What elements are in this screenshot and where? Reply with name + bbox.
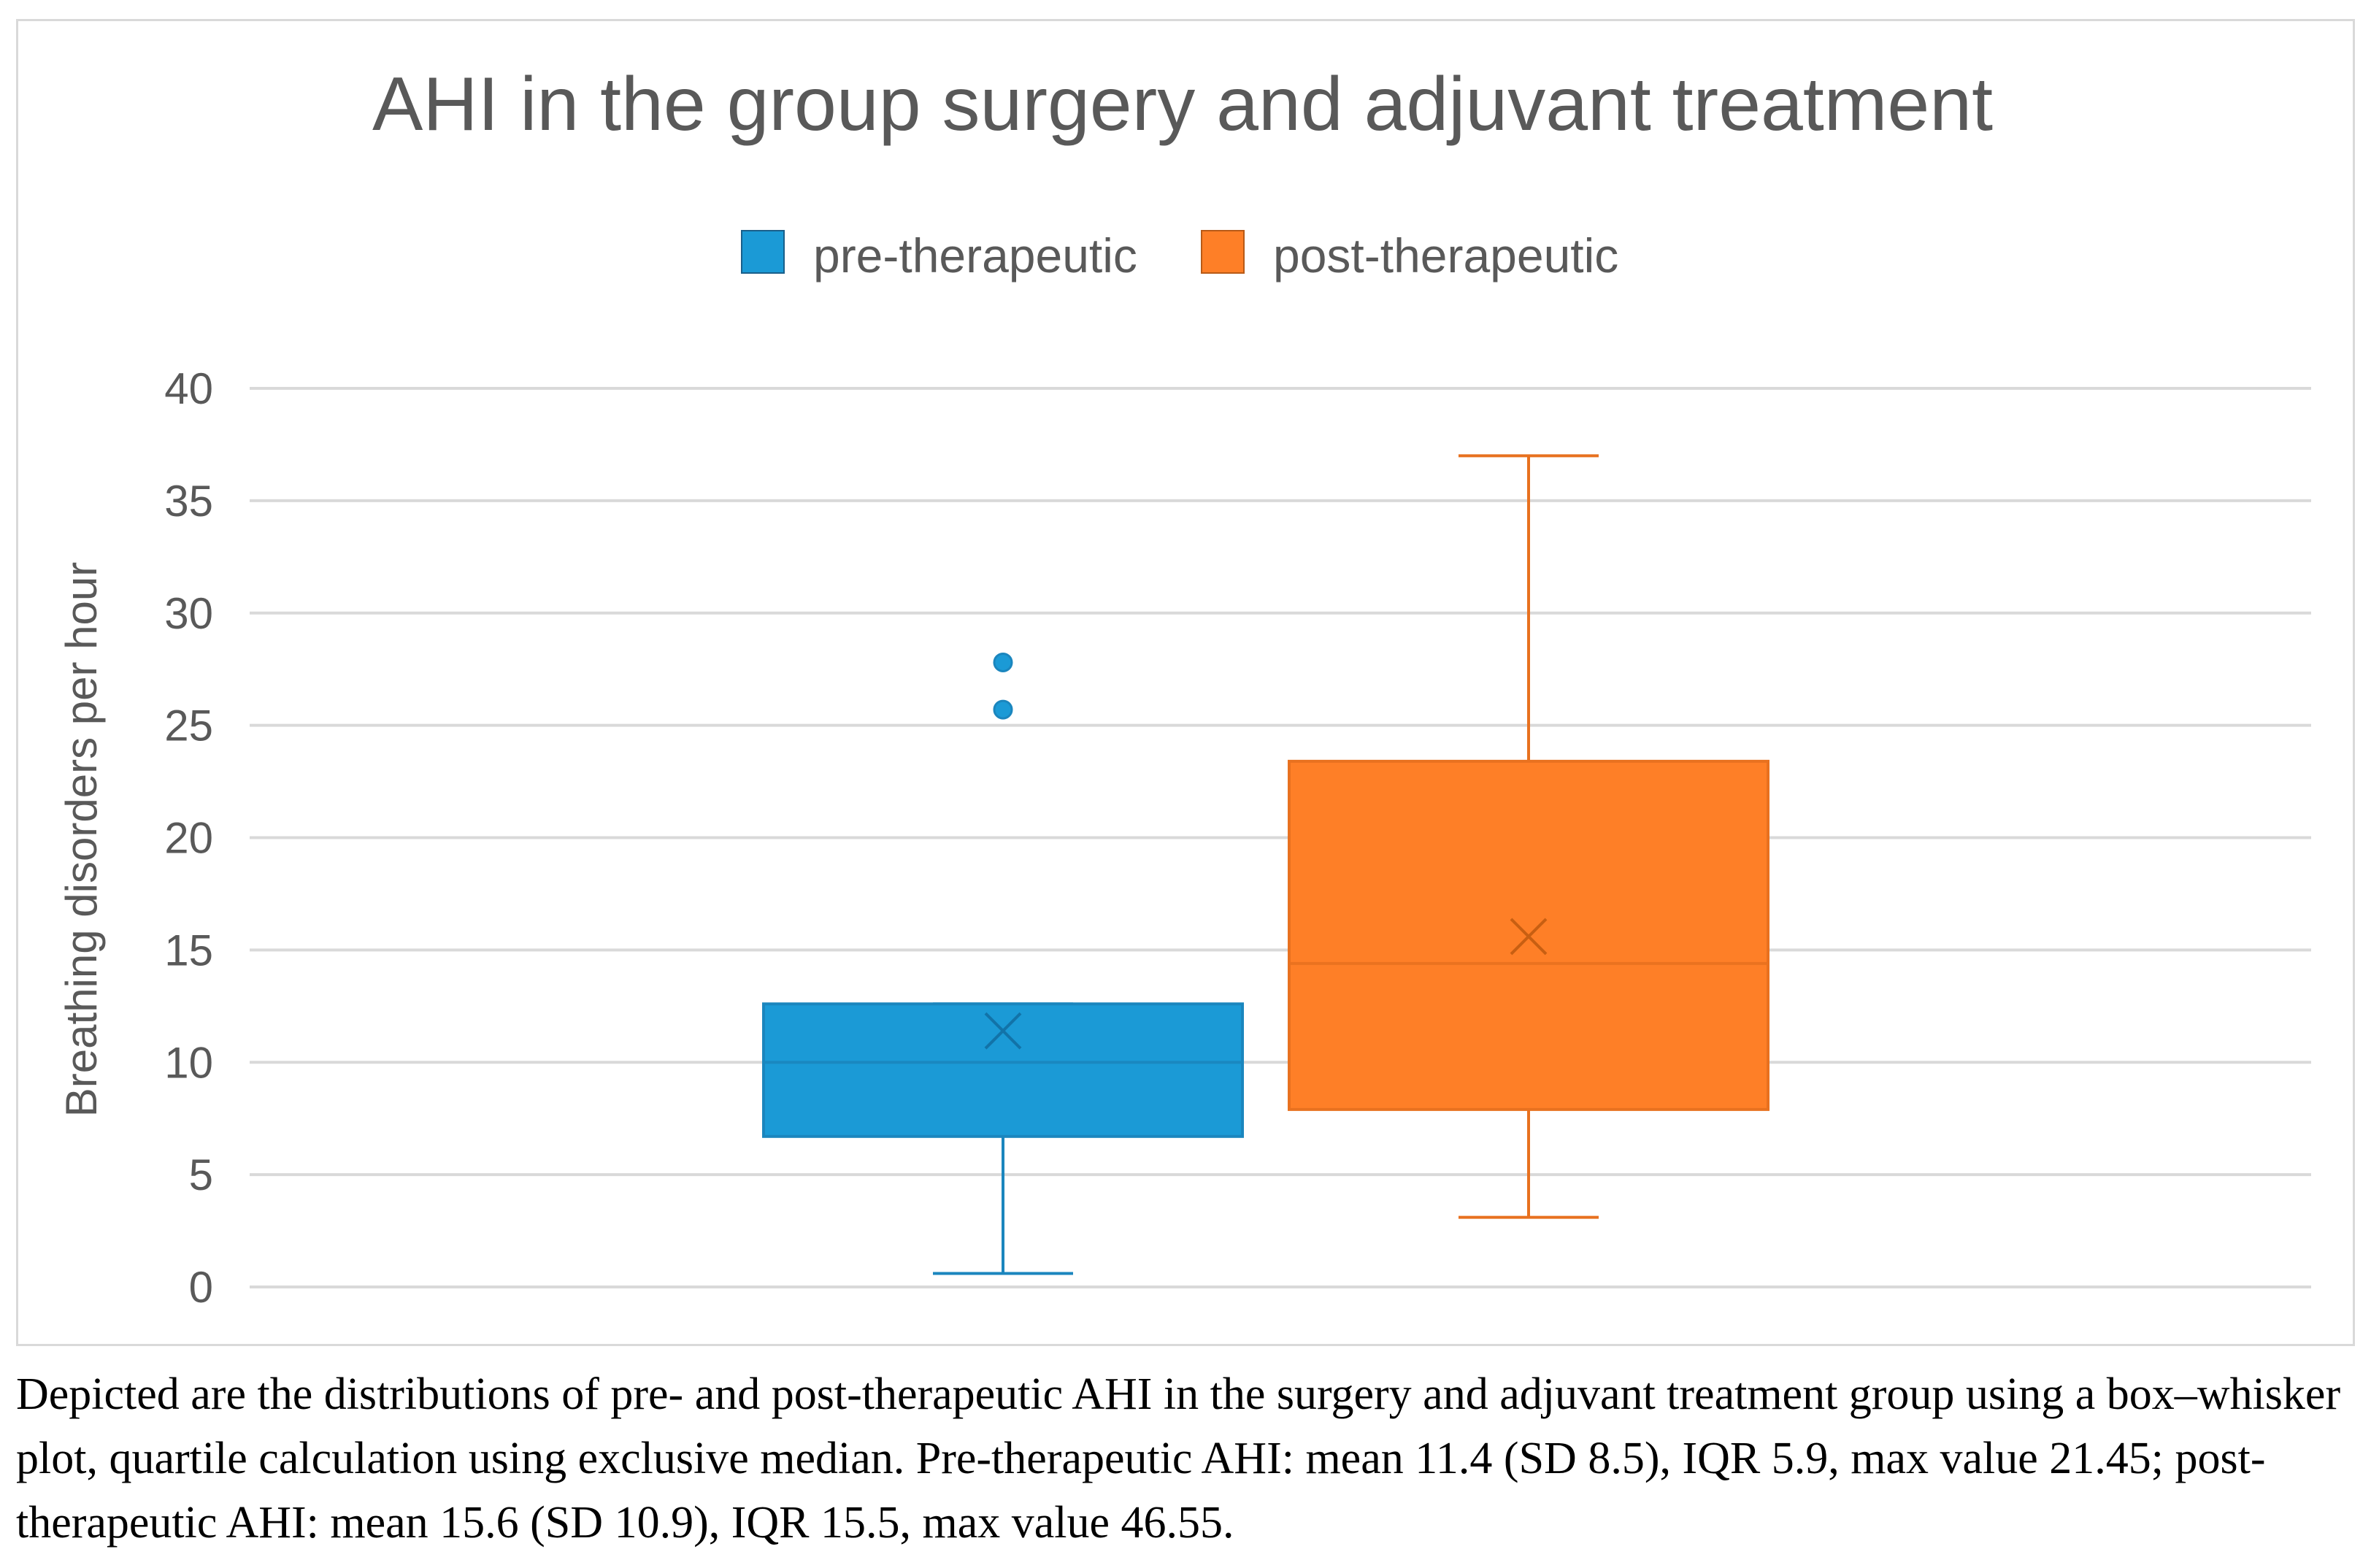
y-tick-label-10: 10 — [164, 1038, 213, 1087]
y-tick-label-35: 35 — [164, 477, 213, 526]
y-tick-label-0: 0 — [189, 1263, 213, 1312]
outlier-point-pre-therapeutic-0 — [993, 699, 1013, 720]
outlier-point-pre-therapeutic-1 — [993, 652, 1013, 672]
y-tick-label-5: 5 — [189, 1150, 213, 1199]
legend: pre-therapeutic post-therapeutic — [741, 228, 1618, 283]
mean-marker-post-therapeutic — [1510, 918, 1548, 956]
y-tick-label-20: 20 — [164, 814, 213, 863]
y-axis-title: Breathing disorders per hour — [57, 562, 106, 1117]
box-post-therapeutic — [1288, 454, 1769, 1219]
legend-label-pre-therapeutic: pre-therapeutic — [813, 228, 1137, 283]
mean-marker-pre-therapeutic — [984, 1012, 1022, 1050]
chart-title: AHI in the group surgery and adjuvant tr… — [372, 62, 1993, 147]
y-tick-label-25: 25 — [164, 702, 213, 750]
mean-marker-stroke-b — [1510, 918, 1548, 956]
chart-svg: AHI in the group surgery and adjuvant tr… — [57, 62, 2311, 1312]
y-tick-label-40: 40 — [164, 364, 213, 413]
y-tick-label-30: 30 — [164, 589, 213, 638]
mean-marker-stroke-b — [984, 1012, 1022, 1050]
figure-caption: Depicted are the distributions of pre- a… — [16, 1369, 2341, 1548]
iqr-box-pre-therapeutic — [762, 1002, 1244, 1138]
box-plots — [762, 454, 1769, 1275]
legend-swatch-post-therapeutic — [1201, 230, 1245, 274]
box-pre-therapeutic — [762, 652, 1244, 1275]
y-axis-ticks: 0 5 10 15 20 25 30 35 40 — [164, 364, 213, 1312]
legend-swatch-pre-therapeutic — [741, 230, 785, 274]
legend-label-post-therapeutic: post-therapeutic — [1273, 228, 1618, 283]
y-tick-label-15: 15 — [164, 926, 213, 975]
grid-lines — [250, 387, 2311, 1288]
